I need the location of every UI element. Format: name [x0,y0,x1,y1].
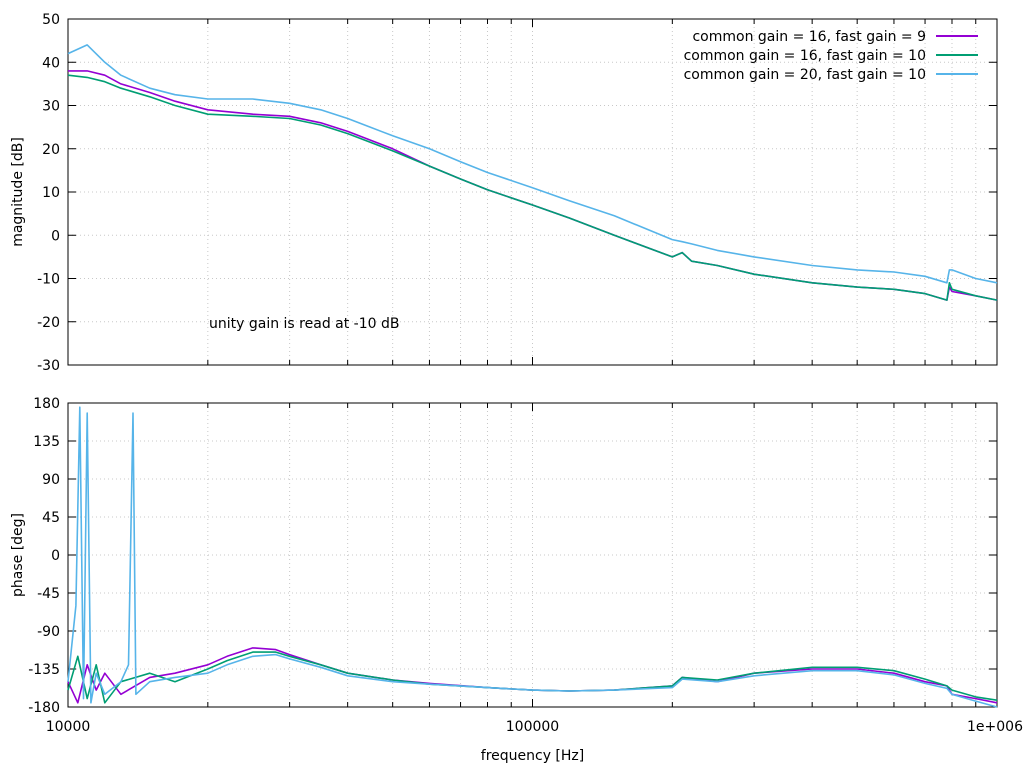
y-tick-label: -90 [37,624,60,640]
x-tick-label: 10000 [46,719,91,735]
series-line-3 [67,406,998,708]
plot-frame [67,402,998,708]
y-tick-label: 0 [51,228,60,244]
y-tick-label: -30 [37,358,60,374]
y-tick-label: 90 [42,472,60,488]
y-tick-label: 50 [42,12,60,28]
annotation-text: unity gain is read at -10 dB [209,316,399,332]
legend-entry-label: common gain = 16, fast gain = 10 [684,48,926,64]
y-tick-label: 180 [33,396,60,412]
x-axis-label: frequency [Hz] [481,748,584,764]
y-tick-label: 0 [51,548,60,564]
y-tick-label: -45 [37,586,60,602]
legend-entry-label: common gain = 16, fast gain = 9 [692,29,926,45]
y-axis-label: phase [deg] [10,513,26,597]
y-tick-label: -10 [37,272,60,288]
legend-entry-label: common gain = 20, fast gain = 10 [684,67,926,83]
x-tick-label: 100000 [506,719,559,735]
series-line-2 [67,74,998,301]
y-tick-label: -135 [28,662,60,678]
y-tick-label: 135 [33,434,60,450]
x-tick-label: 1e+006 [967,719,1023,735]
y-tick-label: 45 [42,510,60,526]
y-tick-label: 40 [42,55,60,71]
y-tick-label: 20 [42,142,60,158]
y-tick-label: -20 [37,315,60,331]
y-axis-label: magnitude [dB] [10,137,26,247]
plot-frame [67,18,998,366]
y-tick-label: 30 [42,99,60,115]
y-tick-label: -180 [28,700,60,716]
y-tick-label: 10 [42,185,60,201]
series-line-3 [67,44,998,284]
